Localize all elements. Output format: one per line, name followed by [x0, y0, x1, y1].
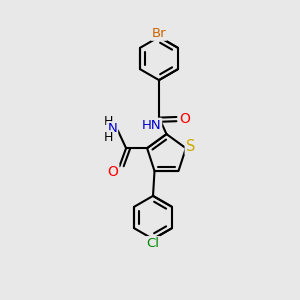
Text: Cl: Cl	[146, 237, 160, 250]
Text: Br: Br	[152, 27, 166, 40]
Text: H: H	[103, 115, 113, 128]
Text: H: H	[104, 131, 113, 144]
Text: O: O	[107, 165, 118, 178]
Text: S: S	[186, 139, 195, 154]
Text: O: O	[179, 112, 190, 126]
Text: N: N	[107, 122, 117, 135]
Text: HN: HN	[142, 119, 161, 132]
